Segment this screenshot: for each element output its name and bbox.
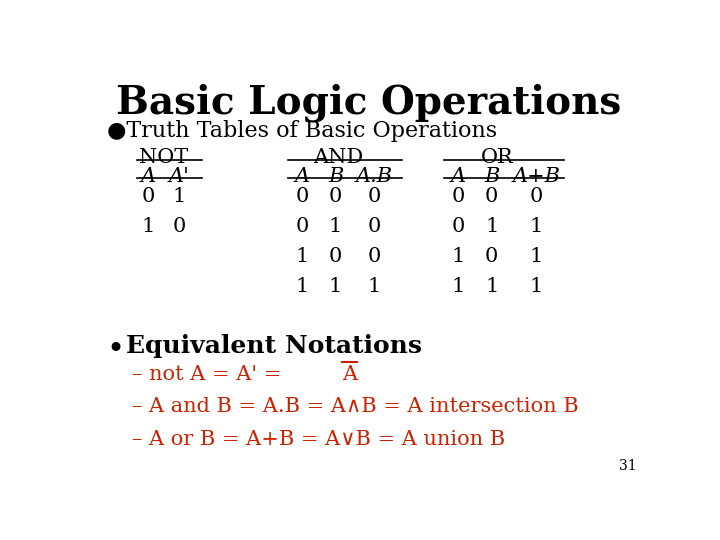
- Text: A: A: [294, 167, 310, 186]
- Text: 0: 0: [451, 218, 465, 237]
- Text: 1: 1: [329, 218, 342, 237]
- Text: A': A': [169, 167, 189, 186]
- Text: B: B: [484, 167, 500, 186]
- Text: A: A: [451, 167, 466, 186]
- Text: 0: 0: [451, 187, 465, 206]
- Text: – not A = A' =: – not A = A' =: [132, 365, 288, 384]
- Text: 0: 0: [485, 247, 498, 266]
- Text: 1: 1: [530, 277, 543, 296]
- Text: 1: 1: [142, 218, 156, 237]
- Text: 0: 0: [485, 187, 498, 206]
- Text: 0: 0: [368, 187, 382, 206]
- Text: – A or B = A+B = A∨B = A union B: – A or B = A+B = A∨B = A union B: [132, 430, 505, 449]
- Text: 1: 1: [485, 277, 498, 296]
- Text: A: A: [342, 365, 357, 384]
- Text: A+B: A+B: [513, 167, 560, 186]
- Text: 1: 1: [329, 277, 342, 296]
- Text: 0: 0: [329, 187, 342, 206]
- Text: 0: 0: [142, 187, 156, 206]
- Text: A: A: [141, 167, 156, 186]
- Text: 1: 1: [485, 218, 498, 237]
- Text: Equivalent Notations: Equivalent Notations: [126, 334, 422, 358]
- Text: 0: 0: [173, 218, 186, 237]
- Text: OR: OR: [481, 148, 513, 167]
- Text: 1: 1: [295, 277, 309, 296]
- Text: Basic Logic Operations: Basic Logic Operations: [117, 84, 621, 122]
- Text: NOT: NOT: [139, 148, 189, 167]
- Text: AND: AND: [313, 148, 364, 167]
- Text: 1: 1: [295, 247, 309, 266]
- Text: •: •: [107, 335, 125, 366]
- Text: 1: 1: [530, 247, 543, 266]
- Text: A.B: A.B: [356, 167, 393, 186]
- Text: 1: 1: [451, 247, 465, 266]
- Text: – A and B = A.B = A∧B = A intersection B: – A and B = A.B = A∧B = A intersection B: [132, 397, 578, 416]
- Text: 1: 1: [173, 187, 186, 206]
- Text: 0: 0: [368, 247, 382, 266]
- Text: ●Truth Tables of Basic Operations: ●Truth Tables of Basic Operations: [107, 120, 497, 141]
- Text: 0: 0: [530, 187, 543, 206]
- Text: 1: 1: [451, 277, 465, 296]
- Text: 31: 31: [619, 459, 637, 473]
- Text: 0: 0: [295, 218, 309, 237]
- Text: 0: 0: [295, 187, 309, 206]
- Text: 0: 0: [329, 247, 342, 266]
- Text: 1: 1: [368, 277, 382, 296]
- Text: B: B: [328, 167, 343, 186]
- Text: 0: 0: [368, 218, 382, 237]
- Text: 1: 1: [530, 218, 543, 237]
